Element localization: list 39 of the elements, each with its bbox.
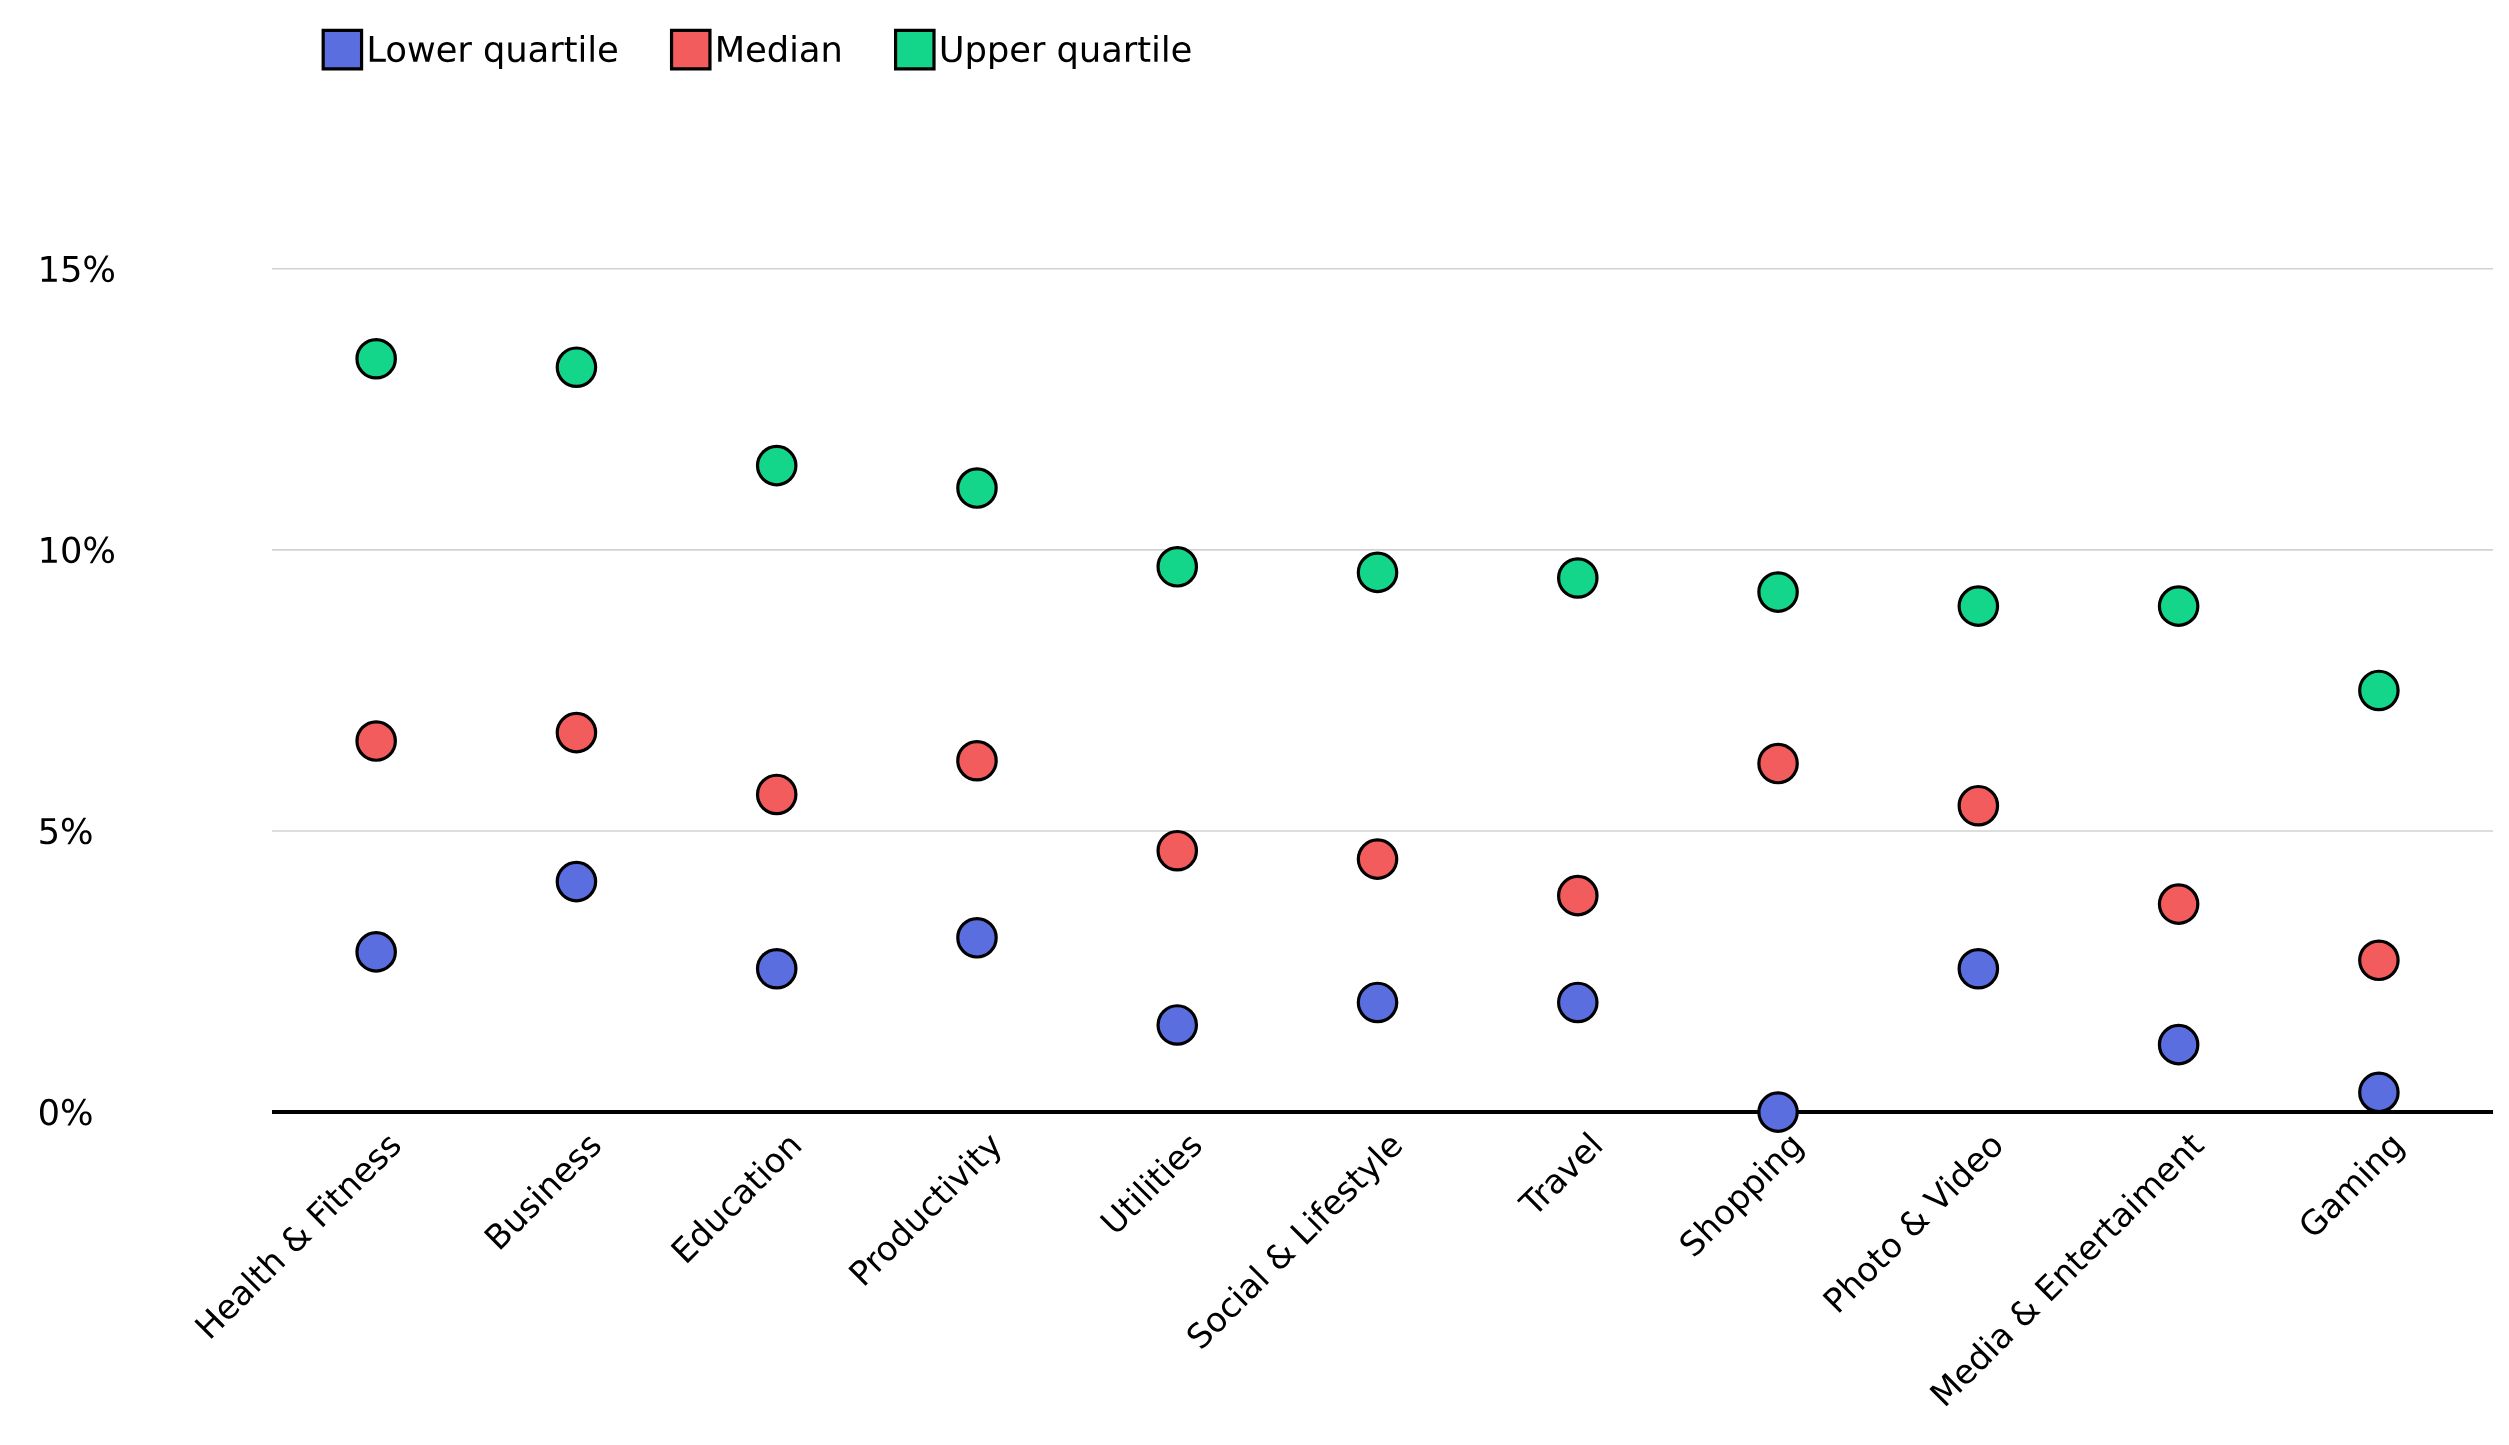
point [555,711,598,754]
point [1557,557,1599,599]
point [1156,546,1199,588]
point [1156,829,1199,872]
point [2358,939,2400,982]
point [1356,838,1399,880]
point [555,346,598,389]
point [1757,571,1799,613]
point [1356,551,1399,594]
point [355,338,397,380]
point [1156,1004,1199,1046]
point [1356,981,1399,1024]
y-tick-label: 5% [40,817,92,845]
point [1957,784,2000,827]
point [355,931,397,973]
point [755,773,798,816]
point [1557,874,1599,917]
y-tick-label: 10% [41,536,114,564]
point [355,720,397,762]
y-tick-label: 15% [41,255,114,283]
point [956,467,998,509]
point [555,860,598,903]
point [2157,585,2200,627]
point [1757,1091,1799,1133]
point [755,947,798,990]
point [956,739,998,782]
point [1957,585,2000,627]
y-tick-label: 0% [39,1098,92,1126]
point [1757,742,1799,785]
point [755,444,798,487]
point [2157,1023,2200,1066]
point [956,917,998,959]
legend-label: Lower quartile [369,35,617,70]
point [2358,669,2400,712]
point [2157,883,2200,925]
point [1957,947,2000,990]
legend-label: Upper quartile [941,35,1191,70]
legend-label: Median [718,35,840,63]
point [1557,981,1599,1024]
